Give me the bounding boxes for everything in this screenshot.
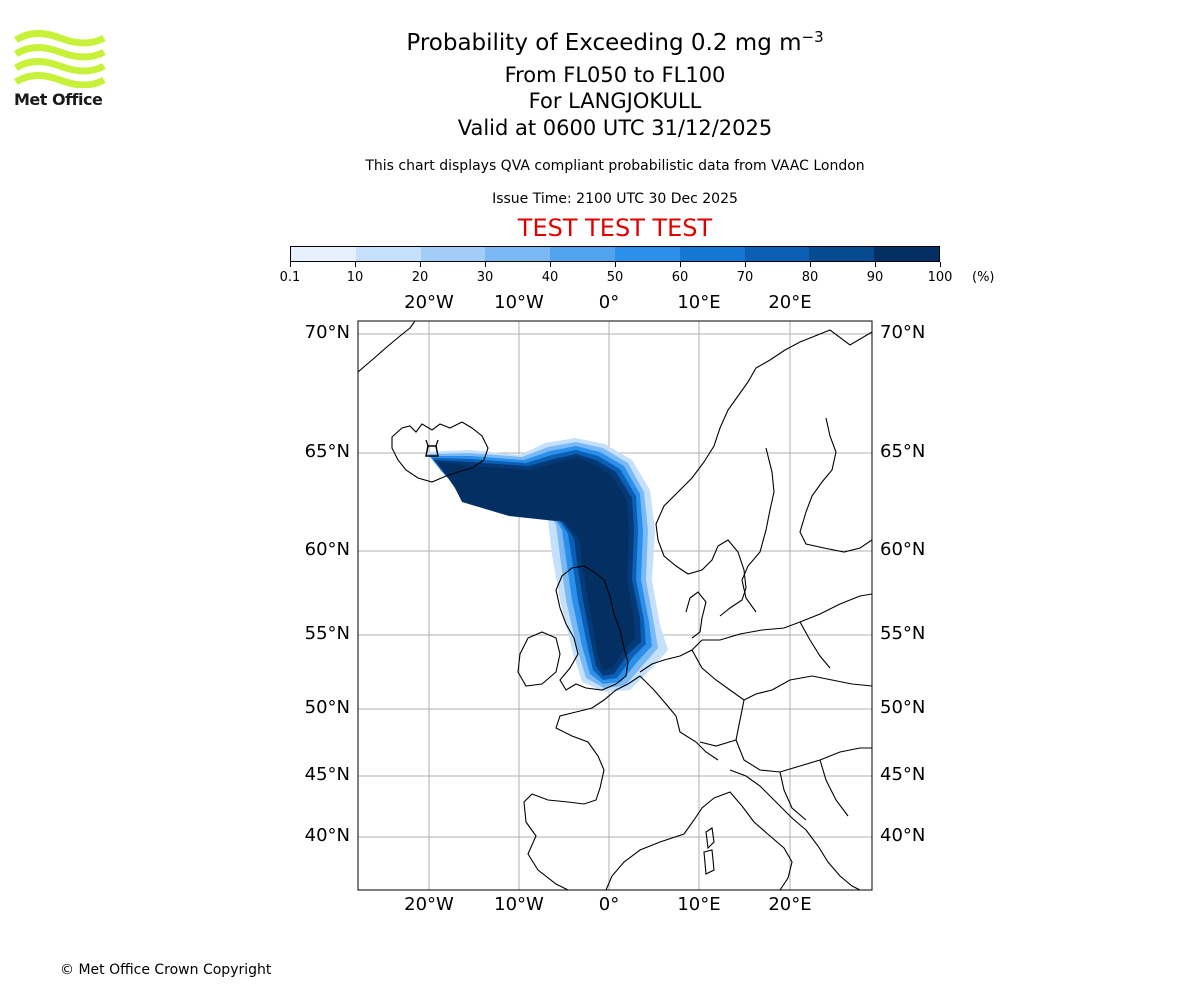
colorbar-tick-label: 10 — [346, 270, 364, 285]
colorbar-tick-label: 80 — [801, 270, 819, 285]
colorbar-bin-4 — [550, 247, 615, 261]
colorbar-tick-label: 50 — [606, 270, 624, 285]
colorbar-tick-label: 90 — [866, 270, 884, 285]
lat-label-right: 70°N — [880, 322, 926, 343]
colorbar-tick — [809, 262, 811, 267]
lat-label-right: 65°N — [880, 441, 926, 462]
colorbar-bin-3 — [485, 247, 551, 261]
lat-label-right: 40°N — [880, 825, 926, 846]
lat-label-right: 45°N — [880, 764, 926, 785]
met-office-wave-icon — [14, 30, 106, 89]
lat-label-left: 55°N — [304, 623, 350, 644]
colorbar-bin-7 — [744, 247, 810, 261]
colorbar-tick — [289, 262, 291, 267]
title-main: Probability of Exceeding 0.2 mg m — [406, 30, 802, 56]
lon-label-bottom: 20°E — [768, 894, 812, 915]
colorbar-tick-label: 100 — [927, 270, 953, 285]
lon-label-bottom: 0° — [598, 894, 620, 915]
copyright: © Met Office Crown Copyright — [60, 962, 272, 978]
colorbar-tick-label: 60 — [671, 270, 689, 285]
lat-label-left: 50°N — [304, 697, 350, 718]
colorbar-unit: (%) — [972, 270, 995, 285]
colorbar-bin-9 — [874, 247, 939, 261]
coastlines — [358, 321, 872, 890]
lon-label-top: 20°W — [404, 292, 454, 313]
colorbar-tick — [744, 262, 746, 267]
colorbar-tick — [874, 262, 876, 267]
lon-label-bottom: 10°W — [494, 894, 544, 915]
colorbar-bin-2 — [420, 247, 486, 261]
colorbar-bin-8 — [809, 247, 875, 261]
lat-label-left: 40°N — [304, 825, 350, 846]
lat-label-right: 60°N — [880, 539, 926, 560]
colorbar-bin-1 — [355, 247, 421, 261]
colorbar-tick — [354, 262, 356, 267]
lon-label-top: 0° — [598, 292, 620, 313]
ash-plume — [425, 438, 668, 692]
chart-description: This chart displays QVA compliant probab… — [365, 158, 865, 174]
chart-title: Probability of Exceeding 0.2 mg m−3 — [0, 28, 1200, 56]
lat-label-left: 65°N — [304, 441, 350, 462]
colorbar-tick-label: 20 — [411, 270, 429, 285]
colorbar-tick — [614, 262, 616, 267]
colorbar-bin-0 — [291, 247, 356, 261]
colorbar-bin-5 — [614, 247, 680, 261]
colorbar-tick-label: 40 — [541, 270, 559, 285]
logo-text: Met Office — [14, 90, 103, 109]
lat-label-left: 60°N — [304, 539, 350, 560]
lon-label-bottom: 20°W — [404, 894, 454, 915]
lat-label-left: 70°N — [304, 322, 350, 343]
title-exponent: −3 — [801, 28, 824, 46]
lon-label-top: 10°W — [494, 292, 544, 313]
issue-time: Issue Time: 2100 UTC 30 Dec 2025 — [492, 191, 738, 207]
lon-label-bottom: 10°E — [677, 894, 721, 915]
colorbar-bin-6 — [679, 247, 745, 261]
colorbar-tick — [679, 262, 681, 267]
colorbar-tick-label: 0.1 — [279, 270, 301, 285]
probability-colorbar — [290, 246, 940, 262]
lon-label-top: 20°E — [768, 292, 812, 313]
flight-levels: From FL050 to FL100 — [504, 63, 726, 87]
colorbar-tick-label: 70 — [736, 270, 754, 285]
lat-label-right: 50°N — [880, 697, 926, 718]
map-frame — [357, 320, 873, 891]
colorbar-tick — [484, 262, 486, 267]
test-banner: TEST TEST TEST — [517, 214, 713, 242]
lon-label-top: 10°E — [677, 292, 721, 313]
lat-label-left: 45°N — [304, 764, 350, 785]
colorbar-tick — [419, 262, 421, 267]
lat-label-right: 55°N — [880, 623, 926, 644]
colorbar-tick — [549, 262, 551, 267]
colorbar-tick — [939, 262, 941, 267]
colorbar-tick-label: 30 — [476, 270, 494, 285]
location: For LANGJOKULL — [528, 89, 702, 113]
met-office-logo: Met Office — [14, 30, 106, 112]
valid-time: Valid at 0600 UTC 31/12/2025 — [457, 116, 773, 140]
plume-level-100 — [438, 458, 635, 670]
